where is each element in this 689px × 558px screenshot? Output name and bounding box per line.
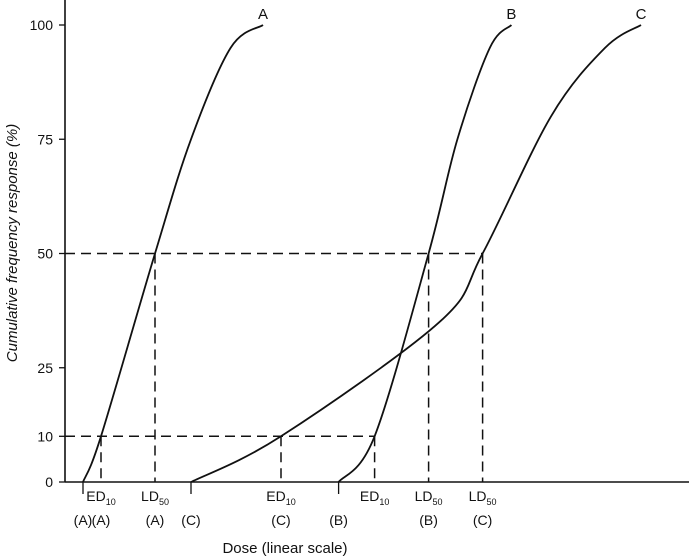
marker-group-label: (A): [146, 512, 165, 528]
y-axis-label: Cumulative frequency response (%): [4, 124, 21, 362]
marker-label: ED10: [86, 488, 115, 507]
y-tick-label: 75: [37, 131, 53, 147]
curve-label-c: C: [636, 6, 647, 23]
marker-group-label: (B): [419, 512, 438, 528]
marker-group-label: (B): [329, 512, 348, 528]
marker-label: LD50: [415, 488, 443, 507]
marker-label: LD50: [469, 488, 497, 507]
curve-c: [190, 24, 642, 483]
marker-group-label: (C): [473, 512, 492, 528]
curve-b: [337, 24, 513, 483]
curve-a: [82, 24, 264, 483]
x-axis-label: Dose (linear scale): [222, 540, 347, 557]
curve-label-a: A: [258, 6, 268, 23]
marker-label: ED10: [266, 488, 295, 507]
y-tick-label: 25: [37, 360, 53, 376]
marker-group-label: (C): [181, 512, 200, 528]
marker-label: LD50: [141, 488, 169, 507]
y-tick-label: 50: [37, 246, 53, 262]
y-tick-label: 10: [37, 428, 53, 444]
curve-label-b: B: [506, 6, 516, 23]
marker-group-label: (A): [74, 512, 93, 528]
marker-label: ED10: [360, 488, 389, 507]
y-tick-label: 0: [45, 474, 53, 490]
marker-group-label: (A): [92, 512, 111, 528]
marker-group-label: (C): [271, 512, 290, 528]
y-tick-label: 100: [30, 17, 54, 33]
